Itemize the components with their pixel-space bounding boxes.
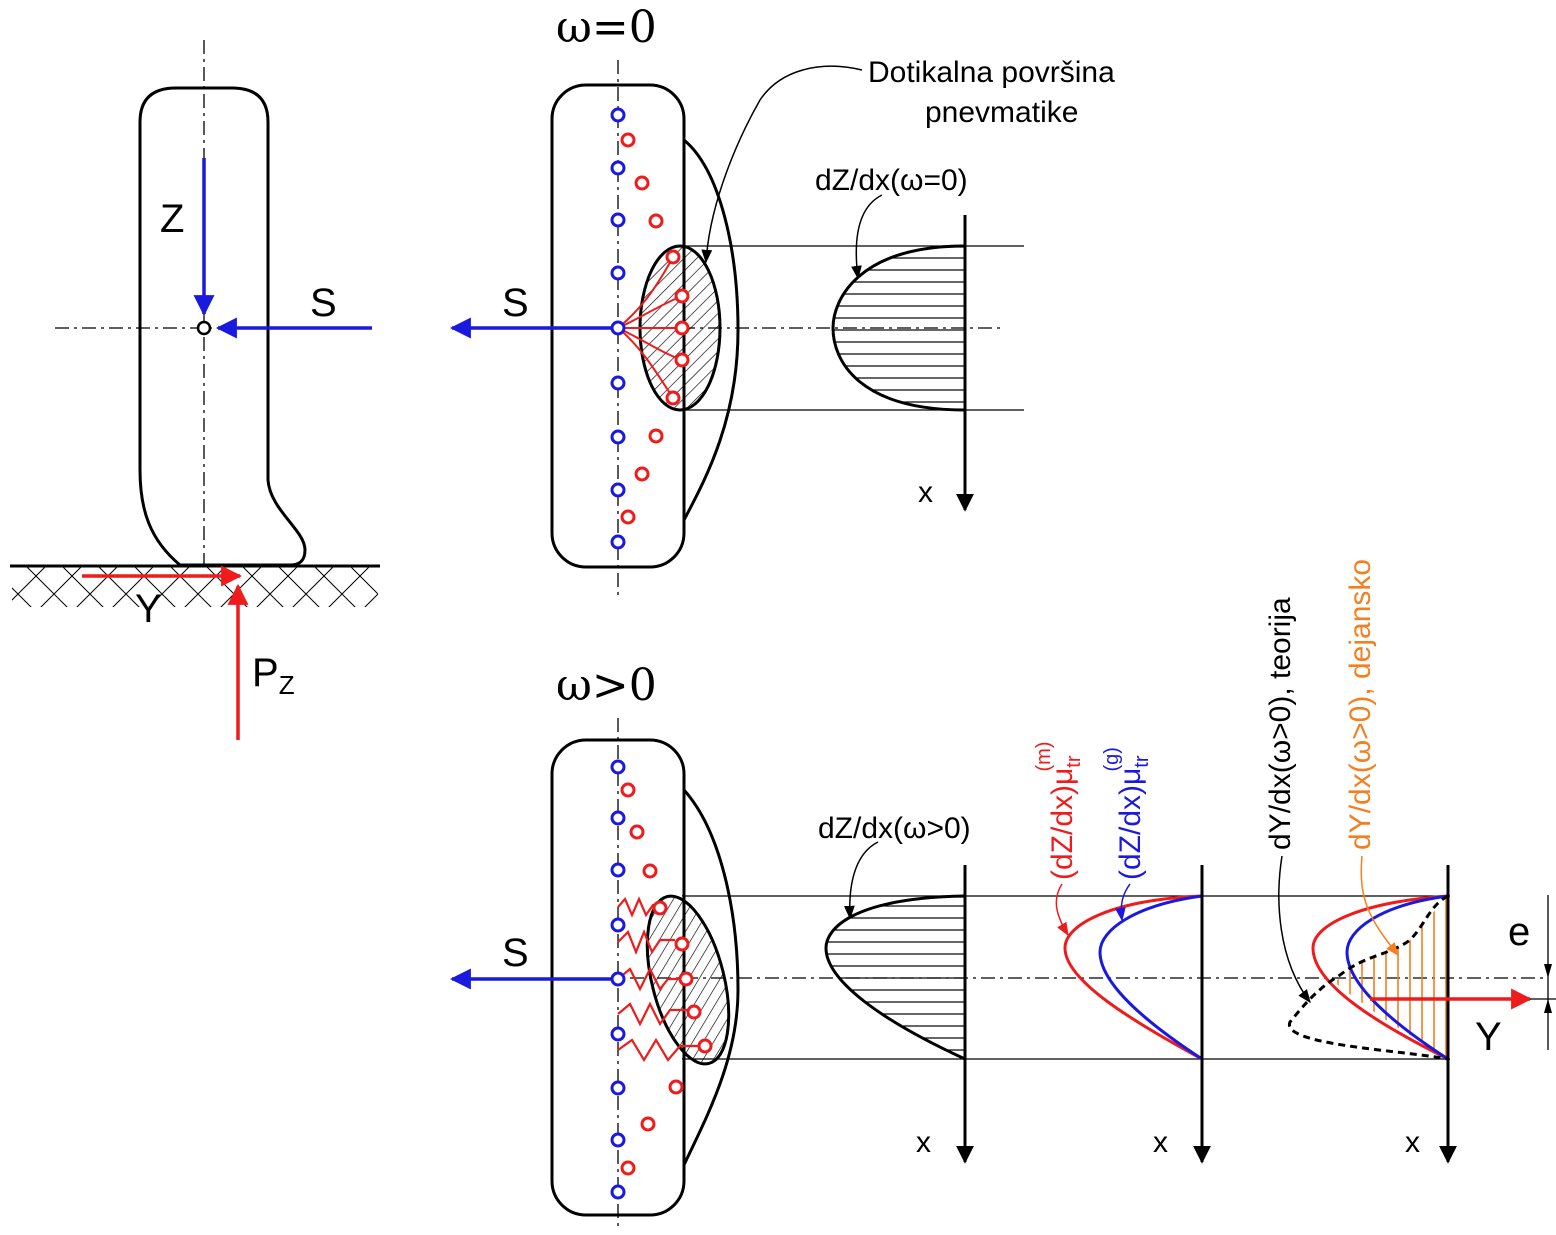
dz-static-label: dZ/dx(ω=0) — [815, 164, 968, 197]
s-label-bottom: S — [502, 931, 529, 975]
contact-surface-label-line1: Dotikalna površina — [868, 56, 1115, 89]
front-view-rolling-group: ω>0 — [449, 559, 1556, 1230]
blue-tread-markers-bottom — [610, 759, 626, 1200]
blue-curve-label: (dZ/dx)μtr(g) — [1101, 747, 1153, 880]
ground-hatch-area — [12, 567, 378, 607]
red-tread-markers-bottom — [620, 782, 713, 1176]
red-curve-label: (dZ/dx)μtr(m) — [1033, 742, 1085, 881]
red-curve-leader — [1055, 883, 1069, 937]
e-arrow-lower — [1544, 999, 1552, 1013]
tire-bulge-top — [682, 138, 740, 521]
s-label-side: S — [310, 281, 337, 325]
dz-rolling-label: dZ/dx(ω>0) — [818, 812, 971, 845]
y-label-front: Y — [1475, 1015, 1502, 1059]
x-label-top: x — [918, 476, 933, 509]
actual-leader — [1360, 855, 1399, 957]
omega-pos-title: ω>0 — [556, 660, 657, 711]
e-label: e — [1508, 910, 1530, 954]
s-label-top: S — [502, 281, 529, 325]
pz-label: PZ — [252, 651, 295, 700]
blue-curve-leader — [1115, 883, 1131, 922]
tire-bulge-bottom — [682, 788, 740, 1166]
actual-label: dY/dx(ω>0), dejansko — [1344, 559, 1377, 850]
blue-tread-markers-top — [610, 107, 626, 550]
y-label-side: Y — [135, 587, 162, 631]
red-friction-curve-right — [1311, 894, 1449, 1061]
pressure-distribution-top — [831, 244, 967, 412]
omega-zero-title: ω=0 — [556, 2, 657, 53]
actual-lateral-area — [1335, 896, 1448, 1059]
blue-friction-curve-mid — [1098, 894, 1203, 1061]
blue-friction-curve-right — [1345, 894, 1449, 1061]
x-label-bottom-2: x — [1153, 1126, 1168, 1159]
z-label: Z — [160, 197, 184, 241]
contact-label-leader — [701, 65, 863, 264]
e-arrow-upper — [1544, 964, 1552, 978]
tread-zigzag-springs-bottom — [617, 896, 705, 1063]
wheel-center-point — [196, 320, 212, 336]
theory-leader — [1278, 855, 1311, 1004]
theory-lateral-curve — [1288, 894, 1449, 1061]
front-view-static-group: ω=0 Dotikalna površina pnevmatike — [449, 2, 1115, 595]
x-label-bottom-3: x — [1405, 1126, 1420, 1159]
dz-rolling-leader — [844, 841, 879, 920]
pressure-distribution-bottom — [824, 894, 967, 1062]
side-view-tire-group: Z S Y PZ — [10, 40, 380, 740]
red-tread-markers-top — [620, 132, 690, 525]
red-friction-curve-mid — [1063, 894, 1203, 1061]
x-label-bottom-1: x — [916, 1126, 931, 1159]
contact-surface-label-line2: pnevmatike — [925, 96, 1078, 129]
dz-static-leader — [851, 194, 883, 280]
theory-label: dY/dx(ω>0), teorija — [1264, 597, 1297, 850]
